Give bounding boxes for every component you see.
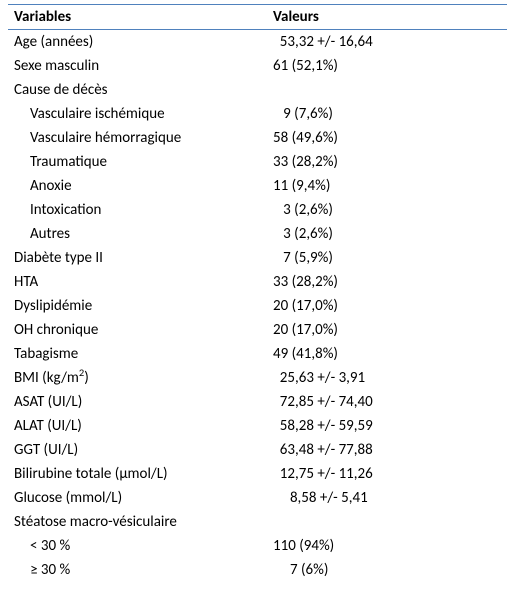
row-variable: Dyslipidémie	[8, 297, 273, 315]
table-row: Sexe masculin61 (52,1%)	[8, 54, 507, 78]
table-row: Intoxication 3 (2,6%)	[8, 198, 507, 222]
table-row: OH chronique20 (17,0%)	[8, 318, 507, 342]
header-valeurs: Valeurs	[273, 8, 507, 26]
row-variable: OH chronique	[8, 321, 273, 339]
row-value	[273, 513, 507, 531]
table-row: Cause de décès	[8, 78, 507, 102]
row-value: 20 (17,0%)	[273, 321, 507, 339]
row-value: 11 (9,4%)	[273, 177, 507, 195]
row-variable: Glucose (mmol/L)	[8, 489, 273, 507]
table-row: HTA33 (28,2%)	[8, 270, 507, 294]
row-variable: GGT (UI/L)	[8, 441, 273, 459]
row-value: 20 (17,0%)	[273, 297, 507, 315]
row-value: 63,48 +/- 77,88	[273, 441, 507, 459]
table-row: Stéatose macro-vésiculaire	[8, 510, 507, 534]
row-variable: Vasculaire hémorragique	[8, 129, 273, 147]
row-value: 25,63 +/- 3,91	[273, 369, 507, 387]
row-variable: Sexe masculin	[8, 57, 273, 75]
row-value: 12,75 +/- 11,26	[273, 465, 507, 483]
row-value: 7 (5,9%)	[273, 249, 507, 267]
table-row: Traumatique33 (28,2%)	[8, 150, 507, 174]
table-row: Dyslipidémie20 (17,0%)	[8, 294, 507, 318]
table-body: Age (années) 53,32 +/- 16,64Sexe masculi…	[8, 30, 507, 582]
row-value: 61 (52,1%)	[273, 57, 507, 75]
row-value: 49 (41,8%)	[273, 345, 507, 363]
table-row: Glucose (mmol/L) 8,58 +/- 5,41	[8, 486, 507, 510]
table-row: Autres 3 (2,6%)	[8, 222, 507, 246]
table-row: BMI (kg/m2) 25,63 +/- 3,91	[8, 366, 507, 390]
table-row: Age (années) 53,32 +/- 16,64	[8, 30, 507, 54]
row-variable: Bilirubine totale (µmol/L)	[8, 465, 273, 483]
table-row: < 30 %110 (94%)	[8, 534, 507, 558]
row-value: 3 (2,6%)	[273, 201, 507, 219]
row-value: 110 (94%)	[273, 537, 507, 555]
row-variable: Traumatique	[8, 153, 273, 171]
row-variable: Diabète type II	[8, 249, 273, 267]
table-row: Anoxie11 (9,4%)	[8, 174, 507, 198]
row-value	[273, 81, 507, 99]
row-variable: ALAT (UI/L)	[8, 417, 273, 435]
row-value: 3 (2,6%)	[273, 225, 507, 243]
row-variable: Anoxie	[8, 177, 273, 195]
table-row: Bilirubine totale (µmol/L) 12,75 +/- 11,…	[8, 462, 507, 486]
row-variable: Vasculaire ischémique	[8, 105, 273, 123]
table-row: ALAT (UI/L) 58,28 +/- 59,59	[8, 414, 507, 438]
row-variable: ≥ 30 %	[8, 561, 273, 579]
row-variable: Stéatose macro-vésiculaire	[8, 513, 273, 531]
table-row: GGT (UI/L) 63,48 +/- 77,88	[8, 438, 507, 462]
row-variable: < 30 %	[8, 537, 273, 555]
table-row: Vasculaire hémorragique58 (49,6%)	[8, 126, 507, 150]
row-variable: Cause de décès	[8, 81, 273, 99]
header-variables: Variables	[8, 8, 273, 26]
table-header-row: Variables Valeurs	[8, 4, 507, 30]
row-value: 72,85 +/- 74,40	[273, 393, 507, 411]
row-value: 9 (7,6%)	[273, 105, 507, 123]
table-row: Vasculaire ischémique 9 (7,6%)	[8, 102, 507, 126]
row-variable: Age (années)	[8, 33, 273, 51]
row-value: 7 (6%)	[273, 561, 507, 579]
row-value: 8,58 +/- 5,41	[273, 489, 507, 507]
row-value: 58 (49,6%)	[273, 129, 507, 147]
row-variable: BMI (kg/m2)	[8, 369, 273, 387]
table-row: Tabagisme49 (41,8%)	[8, 342, 507, 366]
data-table: Variables Valeurs Age (années) 53,32 +/-…	[8, 4, 507, 582]
row-variable: ASAT (UI/L)	[8, 393, 273, 411]
row-value: 58,28 +/- 59,59	[273, 417, 507, 435]
row-value: 53,32 +/- 16,64	[273, 33, 507, 51]
row-variable: Tabagisme	[8, 345, 273, 363]
row-value: 33 (28,2%)	[273, 153, 507, 171]
table-row: Diabète type II 7 (5,9%)	[8, 246, 507, 270]
table-row: ≥ 30 % 7 (6%)	[8, 558, 507, 582]
row-value: 33 (28,2%)	[273, 273, 507, 291]
row-variable: Autres	[8, 225, 273, 243]
table-row: ASAT (UI/L) 72,85 +/- 74,40	[8, 390, 507, 414]
row-variable: Intoxication	[8, 201, 273, 219]
row-variable: HTA	[8, 273, 273, 291]
